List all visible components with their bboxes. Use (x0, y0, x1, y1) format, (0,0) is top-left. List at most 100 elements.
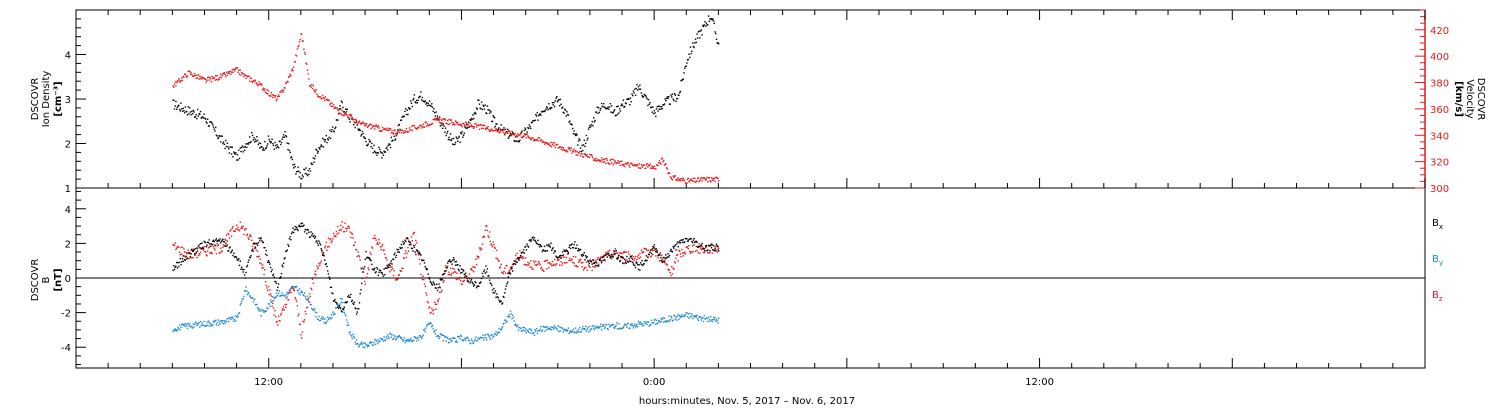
by-point (285, 297, 287, 299)
bx-point (583, 252, 585, 254)
density-point (478, 103, 481, 105)
velocity-point (629, 163, 632, 165)
density-point (339, 105, 341, 107)
bx-point (507, 281, 509, 283)
by-point (514, 324, 516, 326)
velocity-point (517, 135, 520, 137)
by-point (222, 323, 225, 325)
bz-point (560, 261, 562, 263)
by-point (557, 325, 559, 327)
density-point (282, 134, 285, 136)
density-point (323, 138, 325, 141)
velocity-point (444, 118, 446, 120)
density-point (194, 116, 196, 118)
bz-point (312, 282, 314, 284)
top-right-ylabel-line2: Velocity (1464, 79, 1475, 118)
density-point (686, 62, 688, 64)
bx-point (272, 273, 275, 276)
density-point (530, 127, 532, 130)
bx-point (546, 250, 549, 252)
bz-point (423, 279, 425, 281)
density-point (177, 105, 179, 107)
by-point (249, 296, 252, 298)
bz-point (553, 258, 556, 261)
bz-point (241, 226, 243, 228)
bz-point (402, 257, 405, 259)
velocity-point (613, 159, 615, 161)
bz-point (197, 255, 200, 257)
by-point (679, 315, 681, 317)
bz-point (559, 256, 562, 259)
bx-point (264, 247, 266, 249)
by-point (250, 297, 252, 299)
bz-point (379, 246, 382, 248)
bz-point (472, 266, 474, 268)
bx-point (443, 273, 445, 275)
by-point (355, 343, 357, 345)
bz-point (325, 241, 327, 243)
bz-point (585, 266, 587, 269)
bz-point (511, 266, 513, 268)
bx-point (388, 263, 390, 266)
bx-point (428, 276, 430, 279)
by-point (549, 328, 551, 330)
bx-point (273, 276, 275, 278)
by-point (615, 324, 617, 327)
velocity-point (178, 77, 180, 80)
by-point (329, 318, 332, 320)
by-point (442, 339, 444, 342)
by-point (554, 326, 557, 328)
velocity-point (424, 121, 426, 124)
density-point (645, 95, 647, 97)
velocity-point (568, 148, 570, 150)
velocity-point (598, 159, 600, 161)
density-point (454, 143, 456, 146)
by-point (681, 313, 683, 316)
bz-point (569, 257, 571, 260)
bz-point (334, 234, 336, 237)
bx-point (647, 256, 649, 258)
density-point (189, 107, 191, 109)
by-point (334, 313, 336, 315)
velocity-point (514, 135, 517, 138)
bx-point (661, 261, 663, 264)
bz-point (550, 263, 552, 265)
by-point (540, 330, 543, 333)
by-point (277, 294, 279, 297)
velocity-point (478, 124, 480, 127)
bz-point (328, 245, 330, 248)
bz-point (410, 236, 413, 238)
velocity-point (243, 73, 246, 75)
velocity-point (230, 71, 233, 73)
velocity-point (277, 94, 280, 96)
bx-point (700, 244, 702, 246)
by-point (587, 331, 590, 333)
density-point (272, 144, 275, 147)
bz-point (525, 264, 528, 266)
density-point (503, 127, 505, 129)
velocity-point (557, 147, 559, 149)
bz-point (613, 252, 615, 254)
by-point (686, 316, 689, 318)
by-point (672, 319, 674, 321)
velocity-point (348, 116, 350, 119)
by-point (616, 322, 618, 324)
velocity-point (403, 131, 405, 134)
velocity-point (708, 177, 710, 179)
bx-point (209, 243, 211, 245)
bz-point (487, 235, 489, 237)
density-point (602, 105, 604, 108)
bz-point (705, 247, 707, 249)
bx-point (356, 311, 358, 313)
density-point (694, 42, 696, 44)
bx-point (513, 262, 515, 265)
velocity-point (585, 154, 587, 156)
by-point (527, 331, 530, 333)
bx-point (207, 241, 210, 244)
bx-point (296, 228, 299, 230)
bz-point (251, 245, 254, 248)
by-point (282, 294, 285, 296)
bz-point (421, 277, 423, 279)
bz-point (357, 251, 359, 253)
velocity-point (454, 124, 456, 126)
